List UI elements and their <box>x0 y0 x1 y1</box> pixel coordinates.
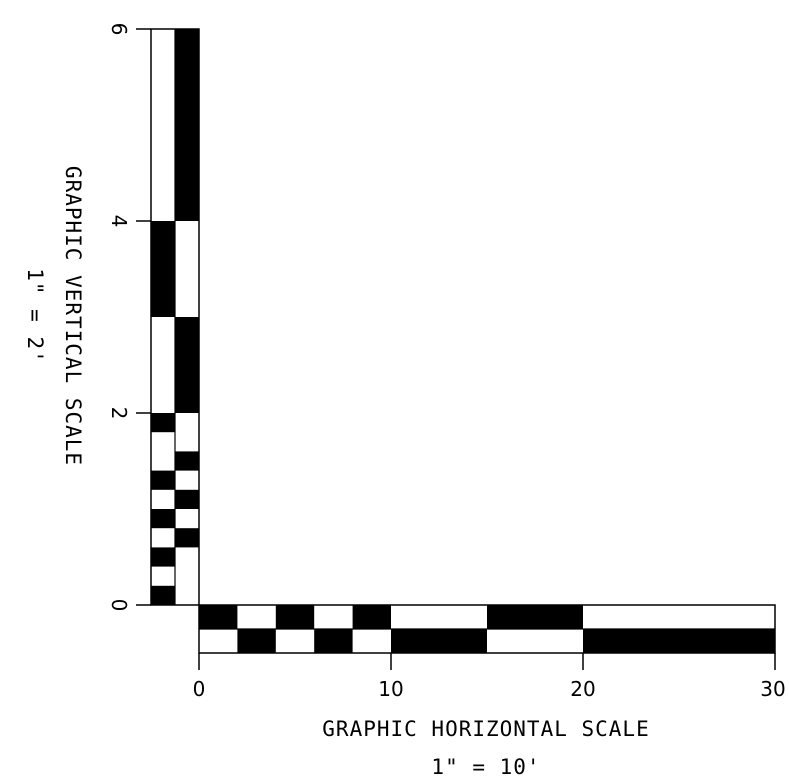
horizontal-bottom-black-segment-0 <box>237 629 275 653</box>
horizontal-tick-label-10: 10 <box>378 677 403 701</box>
horizontal-bottom-black-segment-2 <box>391 629 487 653</box>
horizontal-tick-label-20: 20 <box>570 677 595 701</box>
vertical-scale-bars <box>151 29 199 605</box>
horizontal-top-black-segment-3 <box>487 605 583 629</box>
horizontal-scale-bars <box>199 605 775 653</box>
vertical-left-black-segment-0 <box>151 586 175 605</box>
vertical-scale-title: GRAPHIC VERTICAL SCALE <box>61 166 85 466</box>
vertical-right-black-segment-4 <box>175 29 199 221</box>
horizontal-scale-title: GRAPHIC HORIZONTAL SCALE <box>322 717 649 741</box>
vertical-left-black-segment-1 <box>151 547 175 566</box>
horizontal-top-black-segment-2 <box>353 605 391 629</box>
horizontal-tick-label-30: 30 <box>760 677 785 701</box>
horizontal-bottom-black-segment-3 <box>583 629 775 653</box>
vertical-tick-label-0: 0 <box>107 599 131 612</box>
vertical-left-black-segment-4 <box>151 413 175 432</box>
vertical-left-black-segment-3 <box>151 471 175 490</box>
vertical-right-black-segment-1 <box>175 490 199 509</box>
vertical-right-black-segment-2 <box>175 451 199 470</box>
horizontal-bottom-black-segment-1 <box>314 629 352 653</box>
vertical-tick-label-4: 4 <box>107 215 131 228</box>
horizontal-scale-ratio: 1" = 10' <box>431 755 540 779</box>
vertical-right-black-segment-3 <box>175 317 199 413</box>
vertical-scale-ratio: 1" = 2' <box>23 268 47 364</box>
vertical-left-black-segment-5 <box>151 221 175 317</box>
vertical-tick-label-6: 6 <box>107 23 131 36</box>
vertical-left-black-segment-2 <box>151 509 175 528</box>
vertical-tick-label-2: 2 <box>107 407 131 420</box>
horizontal-tick-label-0: 0 <box>193 677 206 701</box>
vertical-tick-marks <box>136 29 151 605</box>
vertical-right-black-segment-0 <box>175 528 199 547</box>
horizontal-top-black-segment-0 <box>199 605 237 629</box>
horizontal-tick-marks <box>199 653 775 670</box>
horizontal-top-black-segment-1 <box>276 605 314 629</box>
